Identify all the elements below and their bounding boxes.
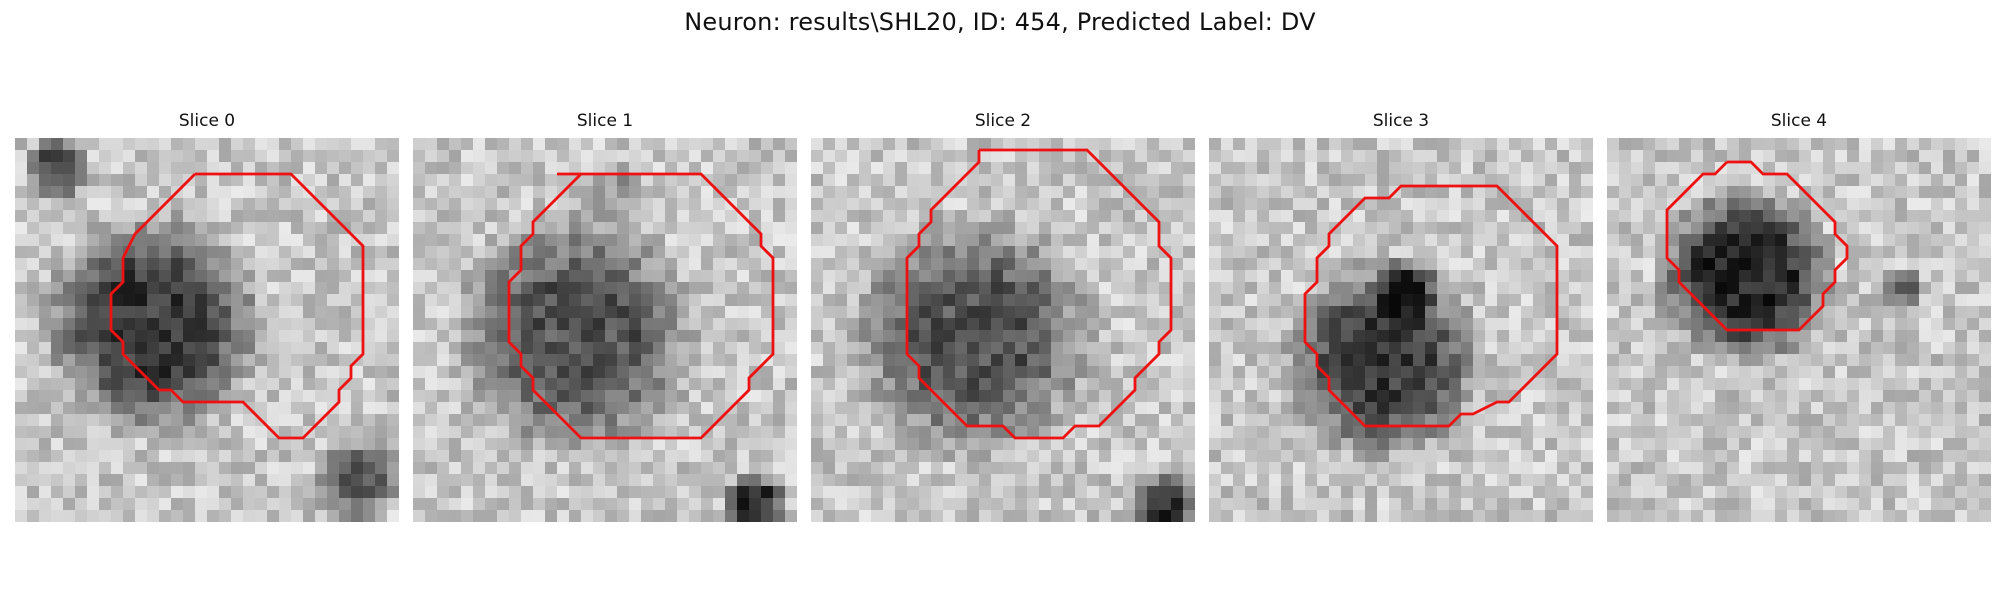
slice-image bbox=[1607, 138, 1991, 522]
slice-image bbox=[15, 138, 399, 522]
slice-title: Slice 2 bbox=[974, 111, 1032, 131]
slice-image bbox=[811, 138, 1195, 522]
neuron-contour bbox=[109, 172, 365, 440]
slice-panel-3: Slice 3 bbox=[1209, 110, 1593, 522]
grayscale-pixels bbox=[413, 138, 797, 522]
grayscale-pixels bbox=[1209, 138, 1593, 522]
slice-title: Slice 3 bbox=[1372, 111, 1430, 131]
slice-title: Slice 4 bbox=[1770, 111, 1828, 131]
neuron-contour bbox=[905, 148, 1173, 440]
slice-image bbox=[413, 138, 797, 522]
neuron-contour bbox=[507, 172, 775, 440]
slice-title: Slice 0 bbox=[178, 111, 236, 131]
slice-panel-0: Slice 0 bbox=[15, 110, 399, 522]
slice-image bbox=[1209, 138, 1593, 522]
grayscale-pixels bbox=[811, 138, 1195, 522]
grayscale-pixels bbox=[15, 138, 399, 522]
figure-title: Neuron: results\SHL20, ID: 454, Predicte… bbox=[684, 8, 1316, 36]
slice-title: Slice 1 bbox=[576, 111, 634, 131]
slice-panel-4: Slice 4 bbox=[1607, 110, 1991, 522]
neuron-contour bbox=[1665, 160, 1849, 332]
slice-panel-2: Slice 2 bbox=[811, 110, 1195, 522]
slice-panel-1: Slice 1 bbox=[413, 110, 797, 522]
neuron-contour bbox=[1303, 184, 1559, 428]
